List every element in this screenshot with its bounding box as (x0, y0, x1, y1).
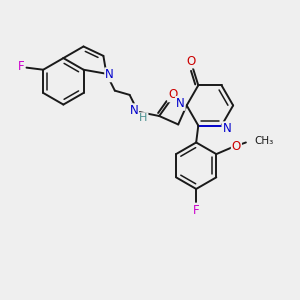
Text: O: O (232, 140, 241, 153)
Text: O: O (186, 55, 196, 68)
Text: N: N (176, 97, 185, 110)
Text: N: N (105, 68, 114, 81)
Text: H: H (139, 113, 148, 123)
Text: O: O (168, 88, 178, 101)
Text: F: F (18, 60, 24, 73)
Text: N: N (130, 104, 138, 117)
Text: F: F (193, 204, 200, 217)
Text: N: N (222, 122, 231, 135)
Text: CH₃: CH₃ (254, 136, 274, 146)
